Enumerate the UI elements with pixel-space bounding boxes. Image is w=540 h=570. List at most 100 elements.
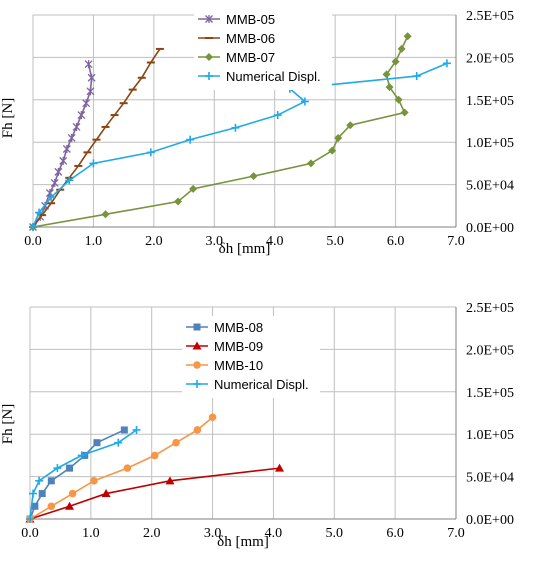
legend-swatch-marker bbox=[205, 53, 213, 61]
legend-label: Numerical Displ. bbox=[214, 377, 309, 392]
data-point-numerical-displ bbox=[65, 176, 74, 185]
data-point-numerical-displ bbox=[29, 223, 37, 231]
x-tick-label: 7.0 bbox=[447, 234, 465, 249]
legend-swatch-marker bbox=[193, 323, 201, 331]
data-point-mmb-08 bbox=[47, 477, 55, 485]
data-point-numerical-displ bbox=[442, 59, 451, 68]
chart-top: 0.0 1.0 2.0 3.0 4.0 5.0 6.0 7.00.0E+00 5.0E+04 1.… bbox=[0, 8, 514, 257]
series-mmb-06 bbox=[29, 47, 164, 228]
data-point-mmb-10 bbox=[90, 477, 98, 485]
data-point-numerical-displ bbox=[53, 464, 62, 473]
data-point-mmb-05 bbox=[87, 73, 96, 82]
x-tick-label: 6.0 bbox=[387, 234, 405, 249]
data-point-mmb-07 bbox=[382, 70, 391, 79]
legend-item-mmb-05: MMB-05 bbox=[198, 12, 275, 27]
legend-swatch-marker bbox=[205, 72, 213, 80]
legend-swatch-marker bbox=[192, 341, 202, 350]
data-point-mmb-08 bbox=[93, 439, 101, 447]
y-tick-label: 1.0E+05 bbox=[466, 428, 514, 443]
data-point-numerical-displ bbox=[47, 193, 56, 202]
data-point-mmb-08 bbox=[31, 502, 39, 510]
legend-item-mmb-09: MMB-09 bbox=[186, 339, 263, 354]
x-tick-label: 5.0 bbox=[326, 234, 344, 249]
legend-label: MMB-09 bbox=[214, 339, 263, 354]
legend-swatch-marker bbox=[193, 380, 201, 388]
legend-label: MMB-08 bbox=[214, 320, 263, 335]
legend-label: MMB-07 bbox=[226, 50, 275, 65]
x-tick-label: 4.0 bbox=[265, 526, 283, 541]
data-point-numerical-displ bbox=[89, 159, 98, 168]
data-point-mmb-05 bbox=[77, 111, 86, 120]
x-tick-label: 3.0 bbox=[206, 234, 224, 249]
data-point-mmb-05 bbox=[62, 144, 71, 153]
legend-item-mmb-10: MMB-10 bbox=[186, 358, 263, 373]
series-mmb-05 bbox=[29, 60, 96, 231]
y-tick-label: 1.5E+05 bbox=[466, 386, 514, 401]
data-point-mmb-08 bbox=[120, 426, 128, 434]
data-point-mmb-08 bbox=[38, 490, 46, 498]
legend-item-numerical-displ: Numerical Displ. bbox=[186, 377, 309, 392]
y-tick-label: 2.0E+05 bbox=[466, 343, 514, 358]
x-axis-title: δh [mm] bbox=[219, 241, 271, 257]
data-point-mmb-09 bbox=[101, 489, 111, 498]
series-line-mmb-09 bbox=[29, 467, 280, 520]
series-numerical-displ bbox=[26, 425, 141, 523]
data-point-mmb-05 bbox=[86, 87, 95, 96]
y-tick-label: 0.0E+00 bbox=[466, 221, 514, 236]
data-point-mmb-07 bbox=[189, 184, 198, 193]
data-point-mmb-08 bbox=[66, 464, 74, 472]
x-tick-label: 4.0 bbox=[266, 234, 284, 249]
data-point-numerical-displ bbox=[77, 451, 86, 460]
legend-swatch-marker bbox=[205, 15, 213, 23]
y-tick-label: 0.0E+00 bbox=[466, 513, 514, 528]
legend-swatch-marker bbox=[193, 361, 201, 369]
data-point-numerical-displ bbox=[186, 135, 195, 144]
y-tick-label: 1.0E+05 bbox=[466, 136, 514, 151]
y-axis-title: Fh [N] bbox=[0, 98, 16, 138]
y-axis-title: Fh [N] bbox=[0, 404, 16, 444]
legend-label: MMB-05 bbox=[226, 12, 275, 27]
y-tick-label: 5.0E+04 bbox=[466, 471, 514, 486]
y-tick-label: 2.5E+05 bbox=[466, 301, 514, 316]
data-point-numerical-displ bbox=[231, 123, 240, 132]
legend: MMB-08 MMB-09 MMB-10 Numerical Displ. bbox=[182, 316, 320, 398]
data-point-mmb-10 bbox=[208, 413, 217, 422]
data-point-mmb-07 bbox=[403, 32, 412, 41]
series-line-mmb-07 bbox=[32, 35, 409, 228]
data-point-mmb-07 bbox=[101, 210, 110, 219]
data-point-numerical-displ bbox=[300, 97, 309, 106]
legend-label: MMB-06 bbox=[226, 31, 275, 46]
x-tick-label: 0.0 bbox=[21, 526, 39, 541]
data-point-numerical-displ bbox=[412, 72, 421, 81]
series-mmb-07 bbox=[29, 32, 412, 231]
data-point-mmb-10 bbox=[193, 426, 202, 434]
series-mmb-10 bbox=[26, 413, 217, 523]
data-point-mmb-05 bbox=[59, 156, 68, 165]
data-point-numerical-displ bbox=[35, 476, 44, 485]
data-point-mmb-09 bbox=[275, 463, 285, 472]
data-point-numerical-displ bbox=[146, 148, 155, 157]
data-point-numerical-displ bbox=[35, 208, 44, 217]
series-line-mmb-06 bbox=[32, 48, 161, 228]
data-point-mmb-05 bbox=[67, 133, 76, 142]
data-point-mmb-07 bbox=[391, 57, 400, 66]
data-point-numerical-displ bbox=[132, 425, 141, 434]
data-point-mmb-05 bbox=[82, 99, 91, 108]
legend: MMB-05 MMB-06 MMB-07 Numerical Displ. bbox=[194, 8, 332, 90]
data-point-mmb-07 bbox=[397, 44, 406, 53]
x-axis-title: δh [mm] bbox=[217, 534, 269, 550]
legend-item-mmb-06: MMB-06 bbox=[198, 31, 275, 46]
x-tick-label: 1.0 bbox=[85, 234, 103, 249]
data-point-numerical-displ bbox=[26, 515, 34, 523]
legend-item-mmb-07: MMB-07 bbox=[198, 50, 275, 65]
data-point-mmb-07 bbox=[394, 95, 403, 104]
data-point-mmb-07 bbox=[306, 159, 315, 168]
chart-bottom: 0.0 1.0 2.0 3.0 4.0 5.0 6.0 7.00.0E+00 5.0E+04 1.… bbox=[0, 301, 514, 550]
y-tick-label: 2.0E+05 bbox=[466, 51, 514, 66]
data-point-mmb-07 bbox=[400, 108, 409, 117]
data-point-mmb-10 bbox=[150, 451, 159, 460]
data-point-numerical-displ bbox=[29, 489, 38, 498]
data-point-mmb-07 bbox=[174, 197, 183, 206]
data-point-mmb-05 bbox=[54, 167, 63, 176]
